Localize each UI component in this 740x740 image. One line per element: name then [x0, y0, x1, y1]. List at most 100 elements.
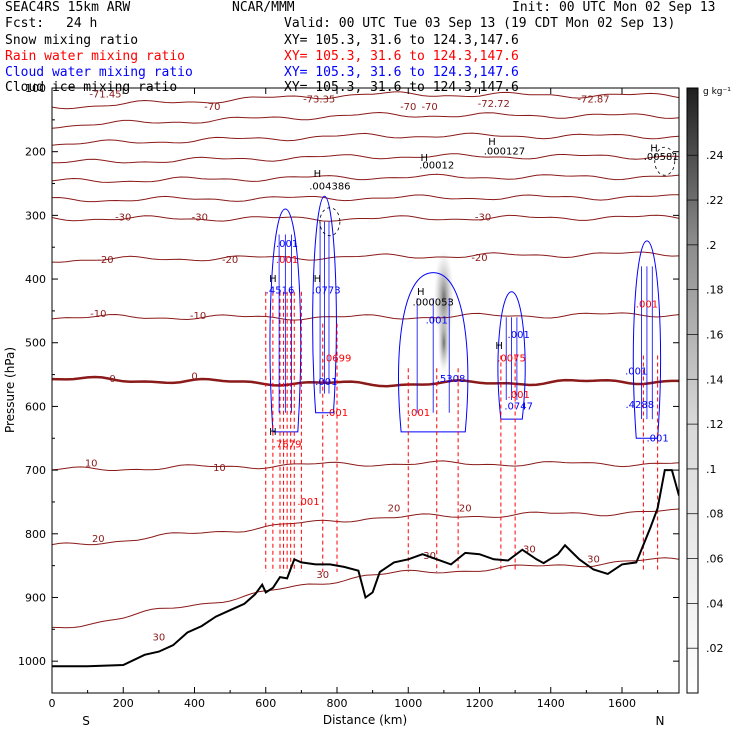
colorbar-tick-label: .18 [706, 284, 724, 297]
colorbar-tick-label: .08 [706, 508, 724, 521]
colorbar-tick-label: .04 [706, 597, 724, 610]
maximum-marker: H [417, 287, 425, 298]
isotherm-line [52, 460, 679, 471]
y-tick-label: 1000 [18, 655, 46, 668]
max-value-label: .00581 [644, 152, 679, 163]
isotherm-label: -72.87 [577, 94, 609, 105]
max-value-label: .001 [625, 366, 647, 377]
y-tick-label: 100 [25, 82, 46, 95]
isotherm-label: -20 [97, 255, 113, 266]
colorbar-tick-label: .12 [706, 418, 724, 431]
max-value-label: .5308 [437, 374, 466, 385]
isotherm-label: -73.35 [303, 94, 335, 105]
x-tick-label: 200 [113, 697, 134, 710]
maximum-marker: H [314, 169, 322, 180]
isotherm-line [52, 91, 679, 110]
colorbar-unit: g kg⁻¹ [703, 87, 731, 97]
field-name-rain: Rain water mixing ratio [5, 49, 186, 64]
isotherm-label: 30 [153, 633, 166, 644]
model-title: SEAC4RS 15km ARW [5, 0, 131, 15]
isotherm-label: 30 [587, 554, 600, 565]
terrain-surface-line [52, 469, 679, 668]
max-value-label: .001 [646, 433, 668, 444]
max-value-label: .0699 [323, 354, 352, 365]
isotherm-label: 0 [191, 371, 197, 382]
max-value-label: .001 [508, 390, 530, 401]
max-value-label: .0075 [497, 354, 526, 365]
isotherm-label: 10 [213, 463, 226, 474]
isotherm-line [52, 557, 679, 629]
north-end-label: N [656, 714, 665, 728]
field-name-snow: Snow mixing ratio [5, 33, 139, 48]
isotherm-line [52, 194, 679, 203]
plot-frame [51, 87, 680, 694]
colorbar-tick-label: .24 [706, 149, 724, 162]
y-tick-label: 500 [25, 337, 46, 350]
colorbar-tick-label: .22 [706, 194, 724, 207]
cloud-water-contour [312, 195, 337, 414]
max-value-label: .000053 [413, 298, 454, 309]
colorbar-tick-label: .1 [706, 463, 717, 476]
south-end-label: S [82, 714, 90, 728]
field-xy-rain: XY= 105.3, 31.6 to 124.3,147.6 [284, 49, 519, 64]
cloud-water-contour [497, 291, 526, 420]
maximum-marker: H [269, 274, 277, 285]
y-tick-label: 400 [25, 273, 46, 286]
cloud-water-contour [398, 272, 469, 433]
max-value-label: .001 [297, 497, 319, 508]
max-value-label: .4516 [266, 286, 295, 297]
colorbar-tick-label: .16 [706, 328, 724, 341]
x-tick-label: 0 [49, 697, 56, 710]
x-tick-label: 600 [255, 697, 276, 710]
y-tick-label: 900 [25, 591, 46, 604]
max-value-label: .001 [426, 315, 448, 326]
colorbar-tick-label: .02 [706, 642, 724, 655]
init-time: Init: 00 UTC Mon 02 Sep 13 [512, 0, 716, 15]
max-value-label: .001 [408, 408, 430, 419]
cloud-water-contour [269, 208, 302, 433]
center-title: NCAR/MMM [232, 0, 295, 15]
isotherm-label: 30 [316, 570, 329, 581]
colorbar-tick-label: .14 [706, 373, 724, 386]
maximum-marker: H [488, 137, 496, 148]
max-value-label: .001 [508, 330, 530, 341]
max-value-label: .001 [315, 377, 337, 388]
max-value-label: .7679 [273, 440, 302, 451]
x-tick-label: 1200 [466, 697, 494, 710]
isotherm-label: -10 [90, 309, 106, 320]
isotherm-line [52, 132, 679, 146]
y-tick-label: 600 [25, 400, 46, 413]
x-tick-label: 1600 [608, 697, 636, 710]
isotherm-line [52, 508, 679, 546]
isotherm-line [52, 375, 679, 388]
y-axis-label: Pressure (hPa) [3, 347, 17, 433]
isotherm-label: -70 [421, 102, 437, 113]
x-tick-label: 800 [327, 697, 348, 710]
x-tick-label: 400 [184, 697, 205, 710]
cloud-water-contour [632, 240, 661, 439]
valid-time: Valid: 00 UTC Tue 03 Sep 13 (19 CDT Mon … [284, 16, 676, 31]
isotherm-label: -30 [192, 212, 208, 223]
field-xy-cloud-water: XY= 105.3, 31.6 to 124.3,147.6 [284, 65, 519, 80]
isotherm-label: 20 [388, 503, 401, 514]
isotherm-line [52, 312, 679, 321]
forecast-label: Fcst: [5, 16, 45, 31]
isotherm-label: 10 [85, 459, 98, 470]
isotherm-line [52, 251, 679, 263]
isotherm-line [52, 111, 679, 129]
forecast-hours: 24 h [66, 16, 98, 31]
maximum-marker: H [495, 341, 503, 352]
maximum-marker: H [650, 144, 658, 155]
y-tick-label: 300 [25, 209, 46, 222]
x-tick-label: 1000 [394, 697, 422, 710]
max-value-label: .001 [276, 239, 298, 250]
isotherm-label: 0 [109, 374, 115, 385]
isotherm-line [52, 214, 679, 222]
colorbar-tick-label: .06 [706, 553, 724, 566]
isotherm-label: -72.72 [478, 99, 510, 110]
isotherm-line [52, 153, 679, 164]
isotherm-label: 20 [459, 503, 472, 514]
max-value-label: .001 [326, 408, 348, 419]
colorbar-tick-label: .2 [706, 239, 717, 252]
